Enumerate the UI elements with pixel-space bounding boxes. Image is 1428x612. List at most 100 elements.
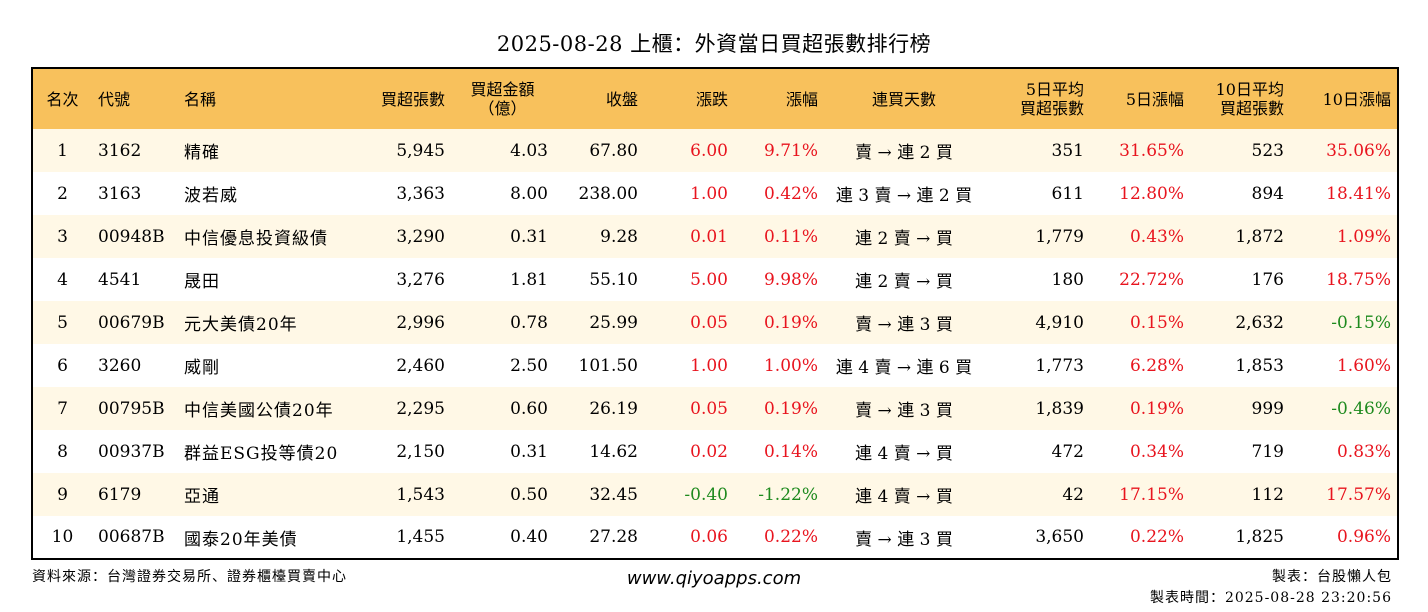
cell-code: 3260 xyxy=(98,355,142,376)
table-row: 2 3163 波若威 3,363 8.00 238.00 1.00 0.42% 連 3 賣 → … xyxy=(32,172,1398,215)
made-time-note: 製表時間：2025-08-28 23:20:56 xyxy=(1149,590,1392,606)
cell-change: 0.05 xyxy=(690,398,728,419)
cell-net-buy-lots: 1,543 xyxy=(396,484,445,505)
cell-avg5: 42 xyxy=(1062,484,1084,505)
cell-rank: 1 xyxy=(57,140,68,161)
cell-close: 27.28 xyxy=(589,527,638,547)
cell-rank: 8 xyxy=(57,441,68,462)
col-header-avg10: 10日平均 買超張數 xyxy=(1190,68,1290,129)
col-header-consecutive-days: 連買天數 xyxy=(871,89,936,109)
cell-rank: 10 xyxy=(51,527,74,547)
cell-code: 6179 xyxy=(98,484,142,505)
cell-name: 國泰20年美債 xyxy=(184,529,298,550)
website-link[interactable]: www.qiyoapps.com xyxy=(626,568,802,589)
cell-consecutive-days: 賣 → 連 2 買 xyxy=(855,143,953,163)
cell-name: 群益ESG投等債20 xyxy=(184,444,339,464)
cell-consecutive-days: 連 4 賣 → 連 6 買 xyxy=(835,358,973,378)
data-source-note: 資料來源：台灣證券交易所、證券櫃檯買賣中心 xyxy=(32,569,347,585)
col-header-chg5: 5日漲幅 xyxy=(1125,89,1184,109)
table-body: 1 3162 精確 5,945 4.03 67.80 6.00 9.71% 賣 → 連 2 買 3… xyxy=(32,129,1398,559)
cell-chg5: 31.65% xyxy=(1119,140,1184,161)
cell-rank: 9 xyxy=(57,484,68,505)
cell-chg10: 17.57% xyxy=(1326,484,1391,505)
table-row: 3 00948B 中信優息投資級債 3,290 0.31 9.28 0.01 0.11% 連 2… xyxy=(32,215,1398,258)
cell-change-pct: -1.22% xyxy=(758,484,818,505)
cell-net-buy-lots: 2,996 xyxy=(396,312,445,333)
cell-close: 9.28 xyxy=(600,226,638,247)
col-header-avg5-line2: 買超張數 xyxy=(1019,99,1084,118)
cell-code: 00948B xyxy=(98,226,165,247)
cell-change-pct: 1.00% xyxy=(763,355,818,376)
cell-code: 00937B xyxy=(98,441,165,462)
cell-chg5: 0.43% xyxy=(1129,226,1184,247)
cell-rank: 6 xyxy=(57,355,68,376)
cell-rank: 5 xyxy=(57,312,68,333)
cell-name: 波若威 xyxy=(184,186,238,206)
col-header-close: 收盤 xyxy=(605,89,638,109)
cell-change: 0.01 xyxy=(690,226,728,247)
cell-net-buy-amount: 0.78 xyxy=(510,312,548,333)
cell-consecutive-days: 賣 → 連 3 買 xyxy=(855,401,953,421)
cell-net-buy-lots: 2,295 xyxy=(396,398,445,419)
cell-net-buy-amount: 8.00 xyxy=(510,183,548,204)
cell-rank: 7 xyxy=(57,398,68,419)
cell-consecutive-days: 賣 → 連 3 買 xyxy=(855,529,953,550)
cell-change: 0.05 xyxy=(690,312,728,333)
cell-avg10: 523 xyxy=(1251,140,1284,161)
col-header-net-buy-amount-line2: （億） xyxy=(478,99,527,118)
cell-close: 67.80 xyxy=(589,140,638,161)
col-header-avg5: 5日平均 買超張數 xyxy=(984,68,1090,129)
cell-consecutive-days: 連 3 賣 → 連 2 買 xyxy=(835,186,973,206)
cell-code: 00795B xyxy=(98,398,165,419)
cell-change-pct: 0.14% xyxy=(763,441,818,462)
col-header-name: 名稱 xyxy=(184,89,217,109)
cell-name: 元大美債20年 xyxy=(184,315,298,335)
cell-net-buy-amount: 1.81 xyxy=(510,269,548,290)
cell-close: 32.45 xyxy=(589,484,638,505)
cell-chg5: 22.72% xyxy=(1119,269,1184,290)
cell-avg10: 1,825 xyxy=(1235,527,1284,547)
cell-change: -0.40 xyxy=(684,484,728,505)
cell-chg10: 18.41% xyxy=(1326,183,1391,204)
cell-consecutive-days: 連 4 賣 → 買 xyxy=(855,487,953,507)
cell-net-buy-amount: 4.03 xyxy=(510,140,548,161)
cell-avg5: 4,910 xyxy=(1035,312,1084,333)
cell-change: 1.00 xyxy=(690,355,728,376)
maker-note: 製表：台股懶人包 xyxy=(1272,569,1392,585)
cell-change: 0.06 xyxy=(690,527,728,547)
cell-avg10: 2,632 xyxy=(1235,312,1284,333)
cell-name: 晟田 xyxy=(184,272,220,292)
cell-net-buy-amount: 0.31 xyxy=(510,226,548,247)
col-header-net-buy-lots: 買超張數 xyxy=(380,89,445,109)
table-row: 9 6179 亞通 1,543 0.50 32.45 -0.40 -1.22% 連 4 賣 → … xyxy=(32,473,1398,516)
cell-code: 3162 xyxy=(98,140,142,161)
cell-avg10: 894 xyxy=(1251,183,1284,204)
cell-avg10: 999 xyxy=(1251,398,1284,419)
table-header-row: 名次 代號 名稱 買超張數 買超金額 （億） 收盤 漲跌 漲幅 連買天數 5日平… xyxy=(32,68,1398,129)
cell-rank: 2 xyxy=(57,183,68,204)
cell-change-pct: 0.19% xyxy=(763,312,818,333)
cell-chg5: 0.34% xyxy=(1129,441,1184,462)
cell-avg10: 176 xyxy=(1251,269,1284,290)
cell-consecutive-days: 連 2 賣 → 買 xyxy=(855,229,953,249)
cell-chg5: 0.15% xyxy=(1129,312,1184,333)
cell-net-buy-lots: 3,276 xyxy=(396,269,445,290)
cell-net-buy-amount: 2.50 xyxy=(510,355,548,376)
cell-chg5: 0.19% xyxy=(1129,398,1184,419)
cell-avg5: 472 xyxy=(1051,441,1084,462)
cell-close: 25.99 xyxy=(589,312,638,333)
cell-code: 4541 xyxy=(98,269,142,290)
cell-avg5: 180 xyxy=(1051,269,1084,290)
col-header-avg10-line2: 買超張數 xyxy=(1219,99,1284,118)
cell-close: 26.19 xyxy=(589,398,638,419)
cell-close: 55.10 xyxy=(589,269,638,290)
col-header-avg10-line1: 10日平均 xyxy=(1215,80,1284,99)
ranking-table: 名次 代號 名稱 買超張數 買超金額 （億） 收盤 漲跌 漲幅 連買天數 5日平… xyxy=(31,67,1399,560)
cell-chg5: 17.15% xyxy=(1119,484,1184,505)
col-header-net-buy-amount-line1: 買超金額 xyxy=(470,80,535,99)
col-header-net-buy-amount: 買超金額 （億） xyxy=(451,68,554,129)
cell-net-buy-amount: 0.40 xyxy=(510,527,548,547)
cell-code: 3163 xyxy=(98,183,142,204)
cell-change-pct: 9.98% xyxy=(763,269,818,290)
cell-change: 1.00 xyxy=(690,183,728,204)
